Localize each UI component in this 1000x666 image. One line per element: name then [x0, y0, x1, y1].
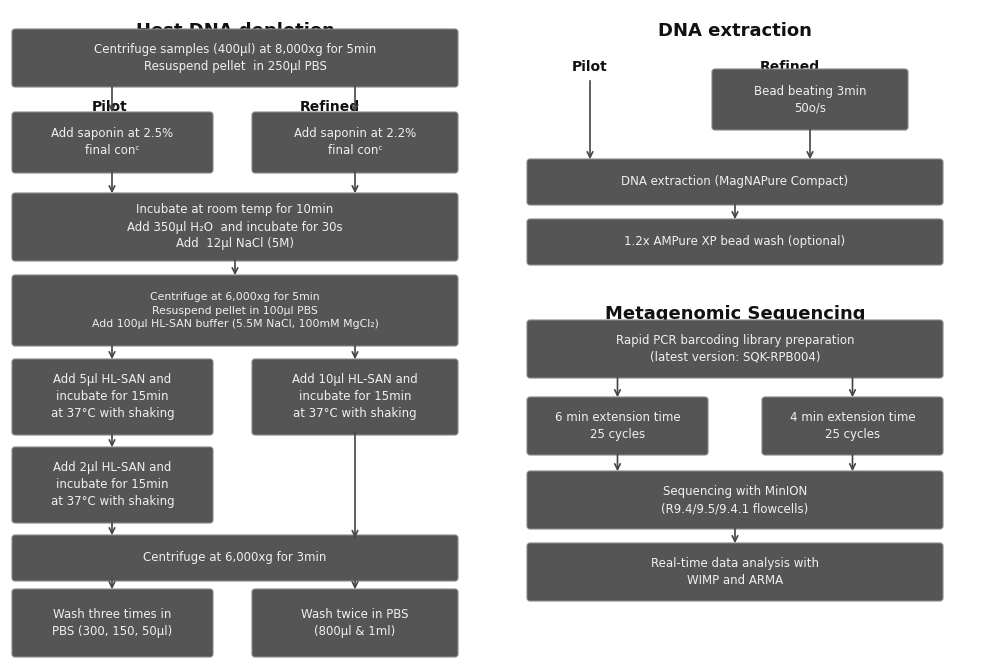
Text: Add saponin at 2.2%
final conᶜ: Add saponin at 2.2% final conᶜ [294, 127, 416, 157]
FancyBboxPatch shape [12, 589, 213, 657]
Text: Metagenomic Sequencing: Metagenomic Sequencing [605, 305, 865, 323]
Text: Wash twice in PBS
(800μl & 1ml): Wash twice in PBS (800μl & 1ml) [301, 608, 409, 638]
FancyBboxPatch shape [12, 447, 213, 523]
Text: Centrifuge at 6,000xg for 5min
Resuspend pellet in 100μl PBS
Add 100μl HL-SAN bu: Centrifuge at 6,000xg for 5min Resuspend… [92, 292, 378, 329]
FancyBboxPatch shape [12, 535, 458, 581]
FancyBboxPatch shape [527, 219, 943, 265]
FancyBboxPatch shape [527, 543, 943, 601]
FancyBboxPatch shape [712, 69, 908, 130]
Text: Rapid PCR barcoding library preparation
(latest version: SQK-RPB004): Rapid PCR barcoding library preparation … [616, 334, 854, 364]
FancyBboxPatch shape [12, 112, 213, 173]
FancyBboxPatch shape [12, 359, 213, 435]
Text: Centrifuge at 6,000xg for 3min: Centrifuge at 6,000xg for 3min [143, 551, 327, 565]
Text: 4 min extension time
25 cycles: 4 min extension time 25 cycles [790, 411, 915, 441]
Text: Incubate at room temp for 10min
Add 350μl H₂O  and incubate for 30s
Add  12μl Na: Incubate at room temp for 10min Add 350μ… [127, 204, 343, 250]
FancyBboxPatch shape [252, 589, 458, 657]
FancyBboxPatch shape [252, 359, 458, 435]
Text: Pilot: Pilot [92, 100, 128, 114]
Text: DNA extraction (MagNAPure Compact): DNA extraction (MagNAPure Compact) [621, 176, 849, 188]
Text: Host DNA depletion: Host DNA depletion [136, 22, 334, 40]
Text: Add saponin at 2.5%
final conᶜ: Add saponin at 2.5% final conᶜ [51, 127, 174, 157]
FancyBboxPatch shape [527, 397, 708, 455]
Text: Pilot: Pilot [572, 60, 608, 74]
FancyBboxPatch shape [12, 193, 458, 261]
Text: Refined: Refined [300, 100, 360, 114]
Text: Bead beating 3min
50o/s: Bead beating 3min 50o/s [754, 85, 866, 115]
Text: DNA extraction: DNA extraction [658, 22, 812, 40]
FancyBboxPatch shape [527, 320, 943, 378]
FancyBboxPatch shape [527, 159, 943, 205]
FancyBboxPatch shape [762, 397, 943, 455]
Text: Real-time data analysis with
WIMP and ARMA: Real-time data analysis with WIMP and AR… [651, 557, 819, 587]
FancyBboxPatch shape [527, 471, 943, 529]
Text: Add 5μl HL-SAN and
incubate for 15min
at 37°C with shaking: Add 5μl HL-SAN and incubate for 15min at… [51, 374, 174, 420]
FancyBboxPatch shape [252, 112, 458, 173]
FancyBboxPatch shape [12, 29, 458, 87]
Text: 6 min extension time
25 cycles: 6 min extension time 25 cycles [555, 411, 680, 441]
Text: Add 2μl HL-SAN and
incubate for 15min
at 37°C with shaking: Add 2μl HL-SAN and incubate for 15min at… [51, 462, 174, 509]
FancyBboxPatch shape [12, 275, 458, 346]
Text: Sequencing with MinION
(R9.4/9.5/9.4.1 flowcells): Sequencing with MinION (R9.4/9.5/9.4.1 f… [661, 485, 809, 515]
Text: Refined: Refined [760, 60, 820, 74]
Text: 1.2x AMPure XP bead wash (optional): 1.2x AMPure XP bead wash (optional) [624, 236, 846, 248]
Text: Centrifuge samples (400μl) at 8,000xg for 5min
Resuspend pellet  in 250μl PBS: Centrifuge samples (400μl) at 8,000xg fo… [94, 43, 376, 73]
Text: Add 10μl HL-SAN and
incubate for 15min
at 37°C with shaking: Add 10μl HL-SAN and incubate for 15min a… [292, 374, 418, 420]
Text: Wash three times in
PBS (300, 150, 50μl): Wash three times in PBS (300, 150, 50μl) [52, 608, 173, 638]
